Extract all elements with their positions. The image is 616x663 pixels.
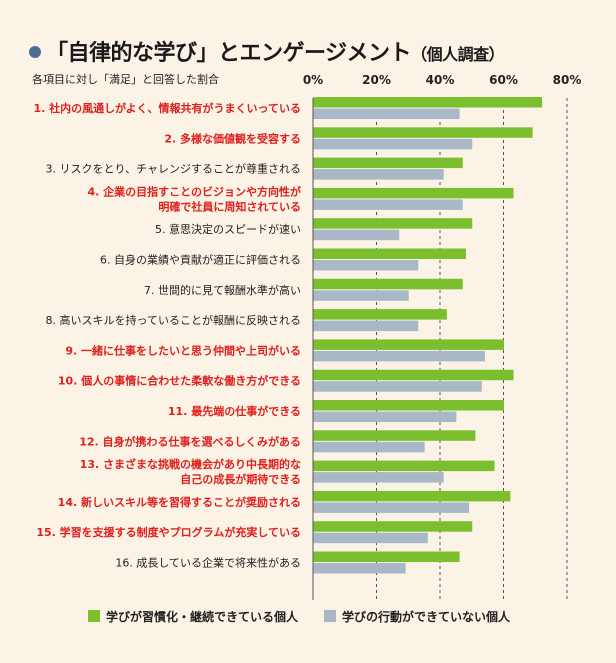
bar-series1 (313, 490, 511, 502)
category-label: 3. リスクをとり、チャレンジすることが尊重される (46, 162, 301, 176)
category-label: 4. 企業の目指すことのビジョンや方向性が (87, 184, 301, 198)
category-label: 11. 最先端の仕事ができる (168, 404, 301, 418)
legend: 学びが習慣化・継続できている個人 学びの行動ができていない個人 (88, 609, 511, 624)
category-labels: 1. 社内の風通しがよく、情報共有がうまくいっている 2. 多様な価値観を受容する… (33, 101, 301, 570)
category-label: 1. 社内の風通しがよく、情報共有がうまくいっている (33, 101, 301, 115)
category-label: 自己の成長が期待できる (180, 472, 301, 486)
category-label: 2. 多様な価値観を受容する (164, 131, 301, 145)
bar-series2 (313, 260, 419, 271)
category-label: 15. 学習を支援する制度やプログラムが充実している (36, 525, 301, 539)
bar-series2 (313, 381, 482, 392)
bar-series1 (313, 460, 495, 472)
bar-series1 (313, 127, 533, 138)
bar-series2 (313, 290, 409, 301)
bar-series2 (313, 169, 444, 180)
bar-series1 (313, 521, 473, 532)
bar-series1 (313, 309, 447, 320)
bar-series2 (313, 411, 457, 422)
category-label: 5. 意思決定のスピードが速い (155, 222, 301, 236)
category-label: 9. 一緒に仕事をしたいと思う仲間や上司がいる (65, 343, 301, 357)
legend-label: 学びの行動ができていない個人 (342, 609, 511, 624)
bar-series1 (313, 369, 514, 381)
chart-subtitle: 各項目に対し「満足」と回答した割合 (32, 73, 219, 86)
category-label: 明確で社員に周知されている (158, 199, 301, 213)
category-label: 8. 高いスキルを持っていることが報酬に反映される (46, 313, 301, 327)
bar-series1 (313, 187, 514, 199)
chart-title-main: 「自律的な学び」とエンゲージメント (46, 41, 412, 66)
bar-series1 (313, 218, 473, 229)
bar-series2 (313, 472, 444, 483)
bar-series2 (313, 108, 460, 119)
bar-series1 (313, 551, 460, 562)
bar-series2 (313, 138, 473, 150)
bar-series2 (313, 320, 419, 332)
category-label: 13. さまざまな挑戦の機会があり中長期的な (80, 457, 301, 471)
category-label: 10. 個人の事情に合わせた柔軟な働き方ができる (58, 374, 301, 388)
bar-series2 (313, 563, 406, 574)
legend-swatch (324, 610, 336, 622)
bar-series1 (313, 278, 463, 290)
chart-title-note: （個人調査） (411, 45, 505, 64)
bar-series1 (313, 248, 466, 259)
gridlines (312, 98, 568, 600)
bar-series2 (313, 229, 400, 241)
bar-series2 (313, 350, 485, 362)
bar-series2 (313, 199, 463, 210)
axis-ticks: 0% 20% 40% 60% 80% (303, 73, 582, 87)
category-label: 7. 世間的に見て報酬水準が高い (144, 283, 301, 297)
bar-series2 (313, 502, 470, 513)
bar-series2 (313, 441, 425, 453)
bar-series2 (313, 532, 428, 544)
legend-swatch (88, 610, 100, 622)
x-tick-label: 0% (303, 73, 323, 87)
bars (313, 97, 543, 574)
bar-series1 (313, 430, 476, 441)
category-label: 6. 自身の業績や貢献が適正に評価される (100, 253, 301, 267)
x-tick-label: 20% (362, 73, 391, 87)
bar-series1 (313, 157, 463, 169)
bar-series1 (313, 339, 504, 350)
legend-label: 学びが習慣化・継続できている個人 (106, 609, 299, 624)
title-bullet-icon (29, 46, 41, 58)
bar-series1 (313, 97, 543, 108)
chart-title: 「自律的な学び」とエンゲージメント（個人調査） (46, 35, 505, 67)
x-tick-label: 80% (553, 73, 582, 87)
category-label: 14. 新しいスキル等を習得することが奨励される (58, 495, 301, 509)
category-label: 16. 成長している企業で将来性がある (115, 556, 301, 570)
x-tick-label: 60% (489, 73, 518, 87)
x-tick-label: 40% (426, 73, 455, 87)
category-label: 12. 自身が携わる仕事を選べるしくみがある (79, 434, 301, 448)
bar-series1 (313, 400, 504, 411)
